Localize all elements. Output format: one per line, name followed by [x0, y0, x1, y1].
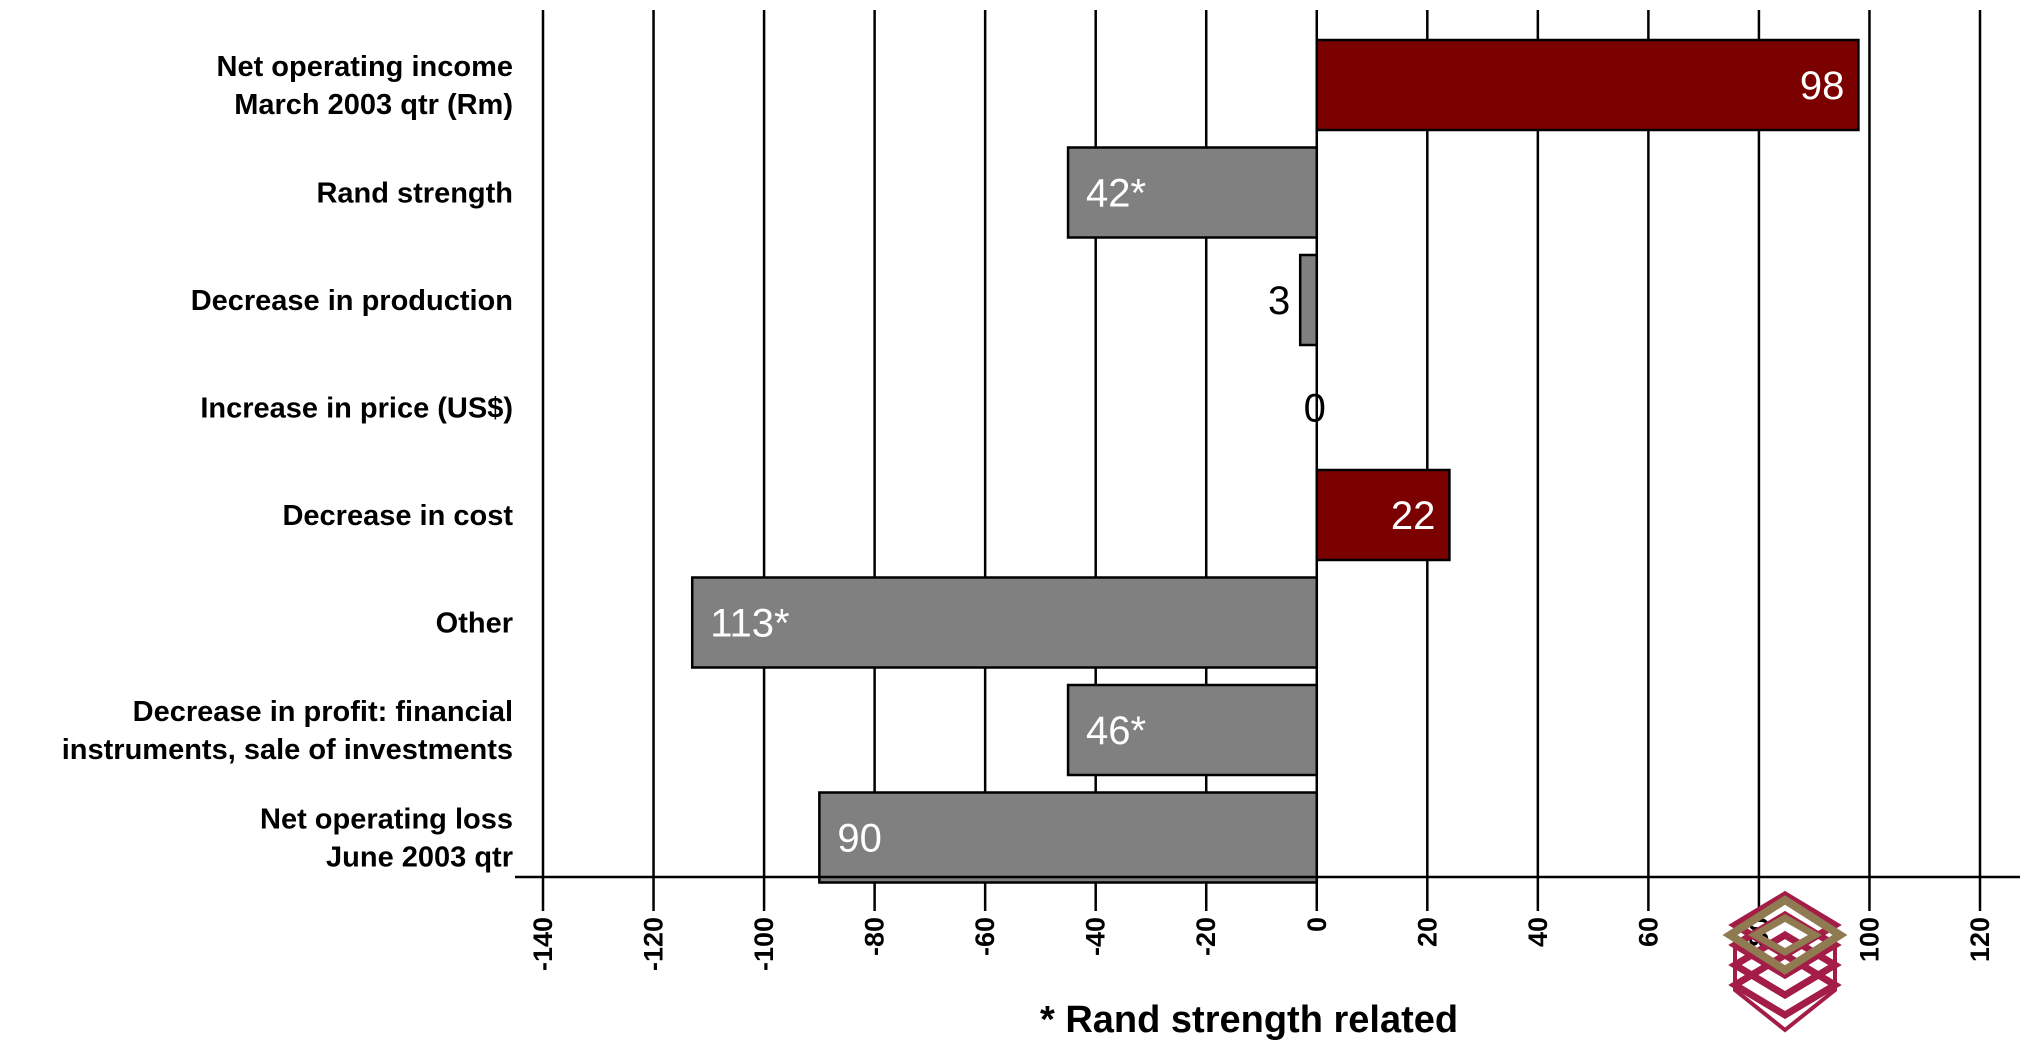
- footnote: * Rand strength related: [1040, 999, 1458, 1041]
- bar-data-label: 90: [837, 817, 882, 861]
- x-tick-label: -40: [1081, 917, 1111, 956]
- x-tick-label: -80: [860, 917, 890, 956]
- x-tick-label: 60: [1633, 917, 1663, 947]
- category-label: Decrease in cost: [282, 500, 513, 532]
- logo-emblem: [1722, 890, 1848, 1033]
- bar: [1298, 253, 1319, 347]
- bar: [1066, 683, 1319, 777]
- x-tick-label: 20: [1412, 917, 1442, 947]
- x-tick-label: 0: [1302, 917, 1332, 932]
- bar: [1315, 468, 1451, 562]
- x-tick-label: 120: [1965, 917, 1995, 962]
- bar: [818, 791, 1319, 884]
- x-tick-label: -120: [639, 917, 669, 971]
- category-label: Increase in price (US$): [200, 393, 513, 425]
- bar-data-label: 113*: [710, 602, 789, 646]
- bar-data-label: 98: [1800, 64, 1845, 108]
- bar-data-label: 46*: [1086, 709, 1146, 753]
- category-label: Net operating loss: [260, 804, 513, 836]
- category-label: Other: [436, 608, 513, 640]
- bar: [690, 576, 1319, 669]
- x-tick-label: -140: [528, 917, 558, 971]
- category-labels: Net operating income March 2003 qtr (Rm) R…: [62, 51, 514, 874]
- bar: [1066, 146, 1319, 239]
- category-label: Decrease in production: [191, 285, 513, 317]
- bars: 98 42* 3 0 22 113* 46* 90: [690, 38, 1860, 884]
- bar-data-label: 3: [1268, 279, 1290, 323]
- category-label: March 2003 qtr (Rm): [234, 89, 513, 121]
- bar-data-label: 42*: [1086, 172, 1146, 216]
- x-tick-label: 40: [1523, 917, 1553, 947]
- company-logo: [1722, 890, 1848, 1033]
- bar: [1315, 38, 1860, 132]
- bar-data-label: 22: [1391, 494, 1436, 538]
- x-tick-label: -20: [1191, 917, 1221, 956]
- x-tick-label: -60: [970, 917, 1000, 956]
- category-label: Net operating income: [217, 51, 514, 83]
- category-label: instruments, sale of investments: [62, 734, 513, 766]
- category-label: Rand strength: [316, 178, 513, 210]
- category-label: June 2003 qtr: [326, 842, 513, 874]
- bar-data-label: 0: [1304, 387, 1326, 431]
- x-axis: -140 -120 -100 -80 -60 -40 -20 0 20 40 60 80 100 120: [515, 875, 2020, 971]
- x-tick-label: 100: [1854, 917, 1884, 962]
- category-label: Decrease in profit: financial: [133, 696, 513, 728]
- x-tick-label: -100: [749, 917, 779, 971]
